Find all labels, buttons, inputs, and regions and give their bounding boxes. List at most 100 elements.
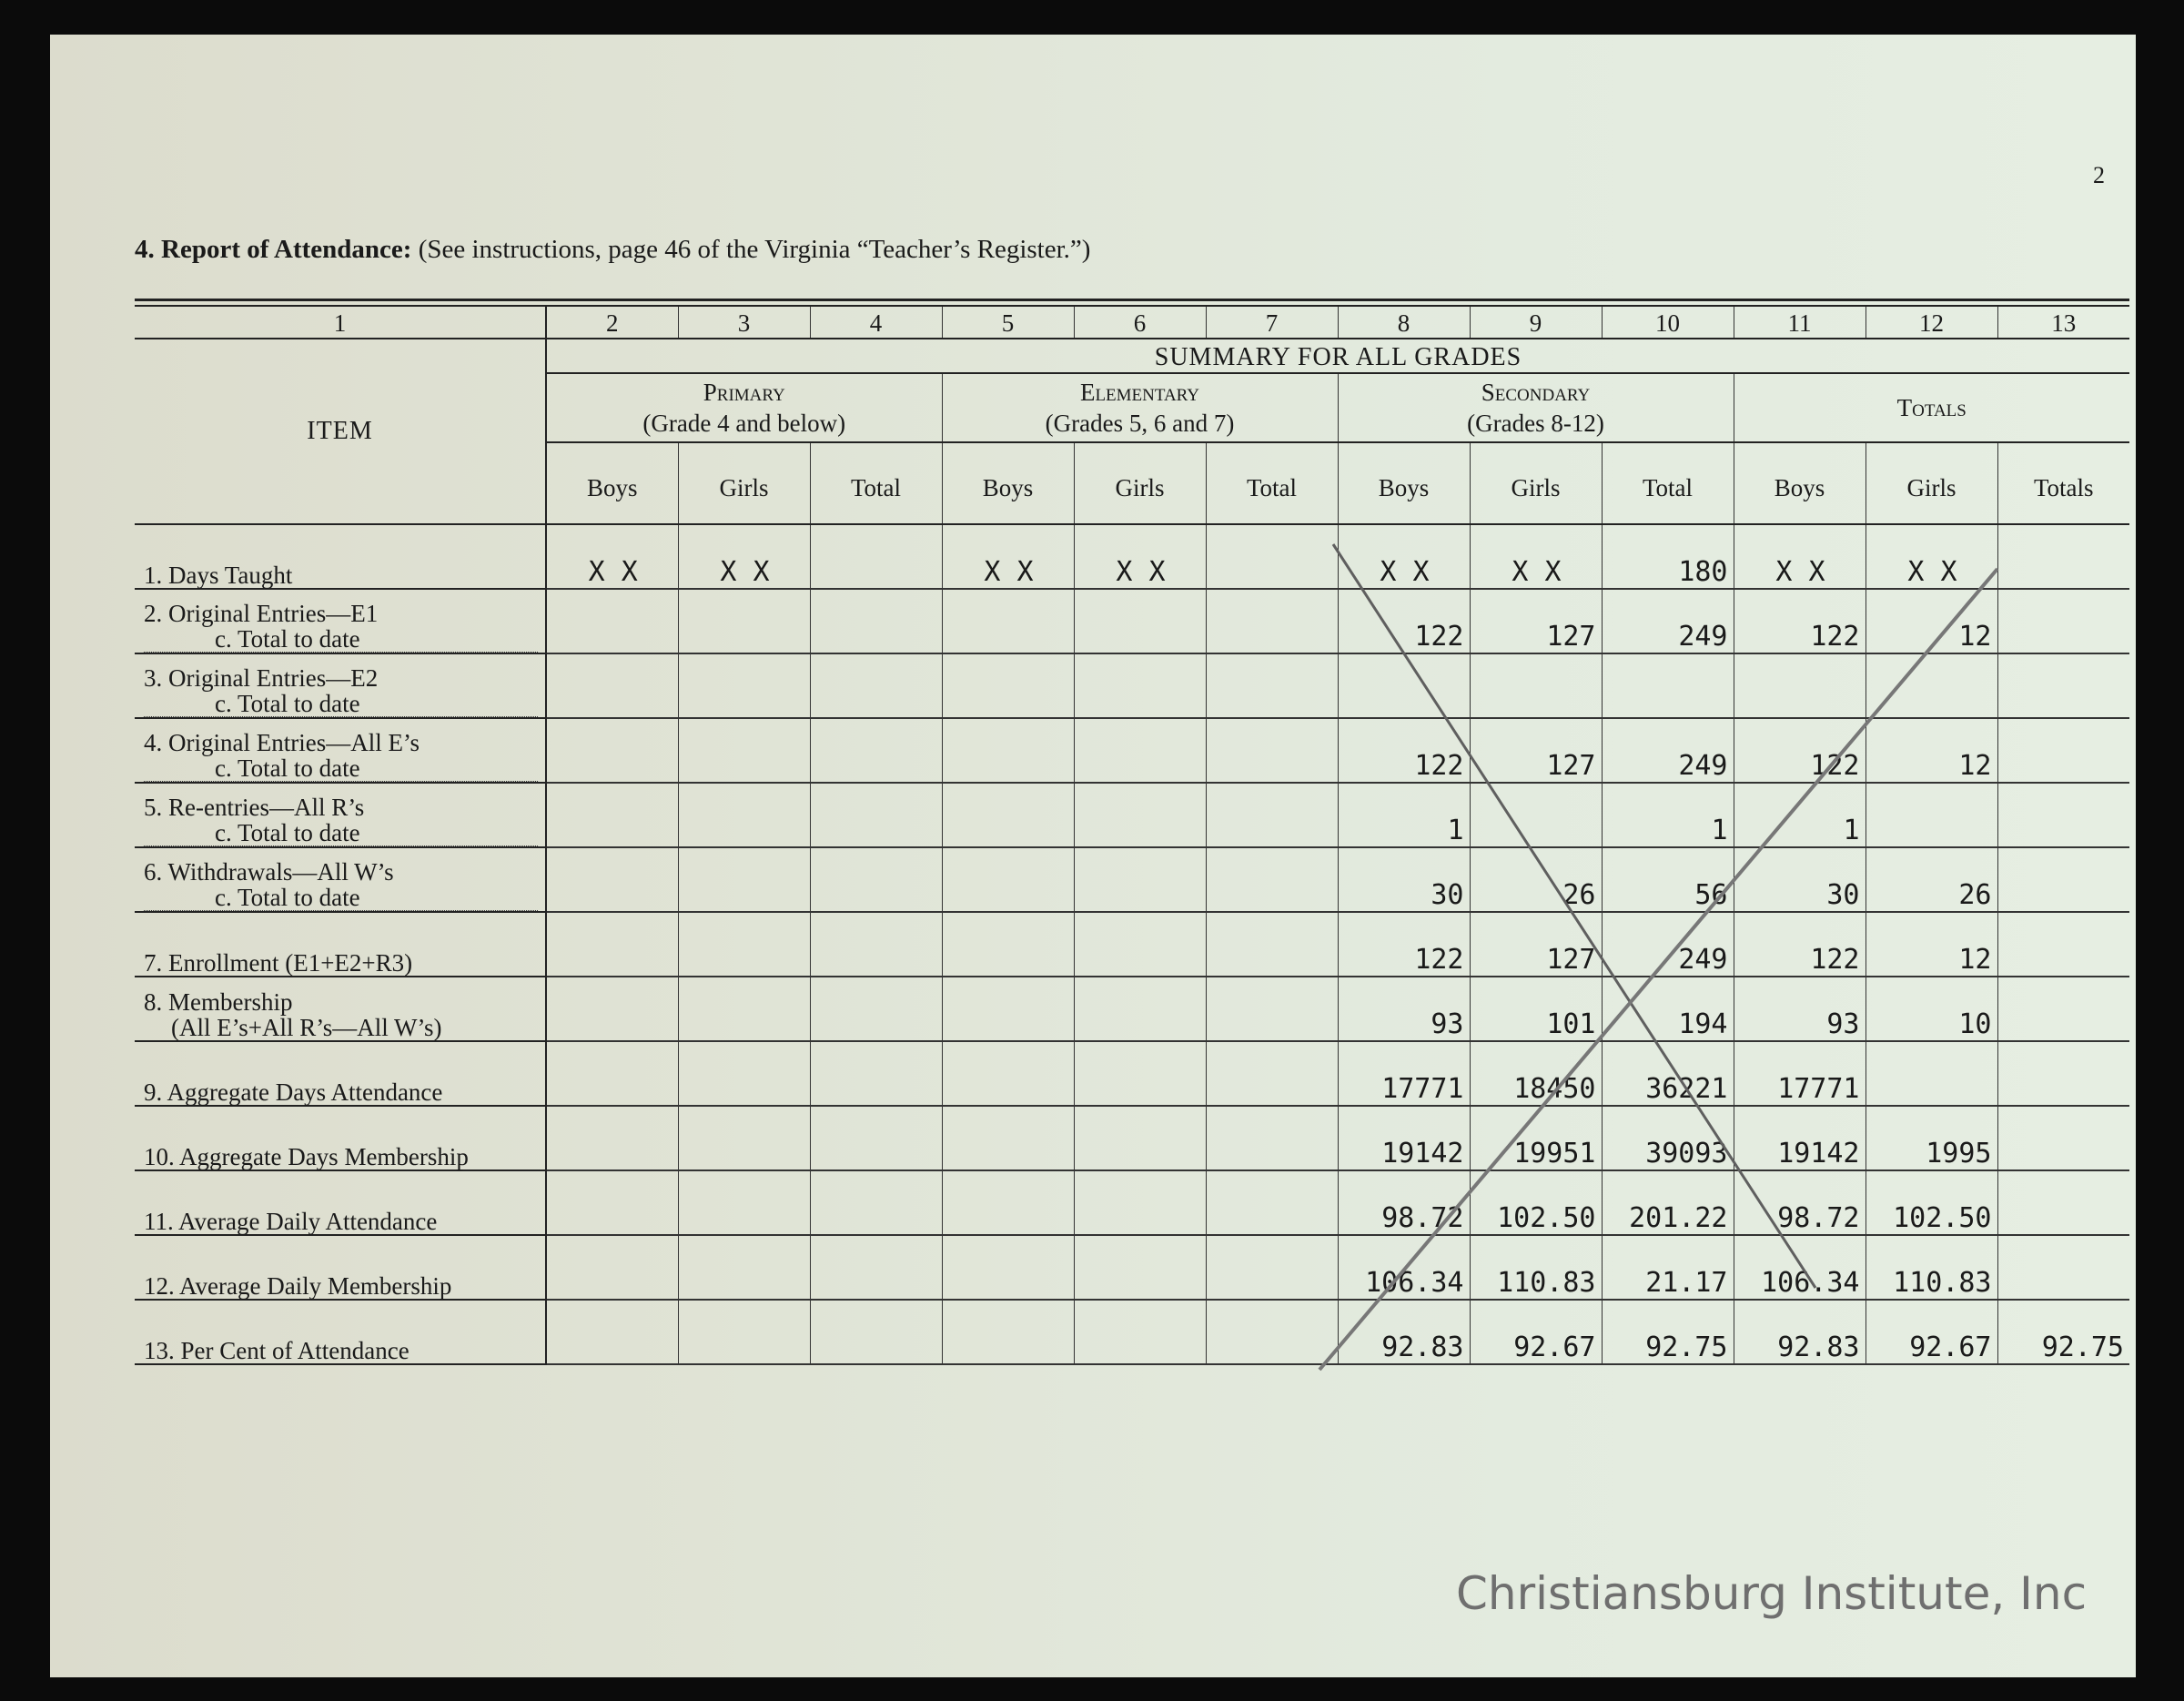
- table-cell: [1205, 1106, 1338, 1171]
- table-cell: [941, 1041, 1074, 1107]
- group-header: Elementary (Grades 5, 6 and 7): [941, 373, 1338, 443]
- group-name: Totals: [1896, 394, 1967, 421]
- table-cell: [1469, 783, 1602, 848]
- table-cell: 127: [1469, 912, 1602, 977]
- table-cell: 249: [1601, 589, 1734, 654]
- heading-bold: 4. Report of Attendance:: [135, 235, 412, 264]
- table-cell: 201.22: [1601, 1170, 1734, 1236]
- table-cell: 110.83: [1469, 1235, 1602, 1301]
- table-cell: [1997, 1106, 2129, 1171]
- table-cell: [545, 1170, 678, 1236]
- table-cell: [1337, 653, 1470, 719]
- table-cell: [545, 653, 678, 719]
- table-cell: [1073, 1235, 1206, 1301]
- column-header: Boys: [941, 442, 1074, 525]
- table-cell: [809, 1041, 942, 1107]
- row-label: 10. Aggregate Days Membership: [135, 1106, 547, 1171]
- row-label: 6. Withdrawals—All W’s c. Total to date: [135, 847, 547, 913]
- table-cell: [1205, 653, 1338, 719]
- attendance-table: 1 2 3 4 5 6 7 8 9 10 11 12 13 ITEM SUMMARY FOR ALL GR…: [135, 299, 2129, 1365]
- table-cell: [1997, 912, 2129, 977]
- table-cell: [1865, 783, 1997, 848]
- table-cell: 110.83: [1865, 1235, 1997, 1301]
- table-cell: 122: [1733, 718, 1866, 784]
- table-cell: X X: [1337, 524, 1470, 590]
- table-row: 11. Average Daily Attendance 98.72 102.50 2…: [135, 1170, 2129, 1236]
- table-cell: 1: [1733, 783, 1866, 848]
- column-header: Boys: [545, 442, 678, 525]
- item-label: 1. Days Taught: [144, 562, 293, 589]
- table-cell: [1073, 1300, 1206, 1365]
- table-cell: [545, 847, 678, 913]
- table-cell: 127: [1469, 589, 1602, 654]
- table-row: 5. Re-entries—All R’s c. Total to date 1 1 1: [135, 783, 2129, 848]
- table-cell: [1073, 1106, 1206, 1171]
- table-cell: [809, 653, 942, 719]
- table-row: 2. Original Entries—E1 c. Total to date 12…: [135, 589, 2129, 654]
- table-cell: 93: [1337, 977, 1470, 1042]
- table-cell: [1205, 524, 1338, 590]
- row-label: 5. Re-entries—All R’s c. Total to date: [135, 783, 547, 848]
- summary-label: SUMMARY FOR ALL GRADES: [546, 338, 2129, 374]
- table-cell: 18450: [1469, 1041, 1602, 1107]
- table-cell: [1865, 653, 1997, 719]
- table-cell: 21.17: [1601, 1235, 1734, 1301]
- table-cell: [1997, 977, 2129, 1042]
- table-cell: 102.50: [1469, 1170, 1602, 1236]
- table-cell: [545, 912, 678, 977]
- table-cell: [677, 1106, 810, 1171]
- group-header: Totals: [1733, 373, 2129, 443]
- table-cell: [1997, 1041, 2129, 1107]
- group-header: Primary (Grade 4 and below): [545, 373, 942, 443]
- table-cell: [1073, 912, 1206, 977]
- table-cell: [677, 653, 810, 719]
- column-number: 13: [1997, 307, 2129, 339]
- table-cell: [677, 1235, 810, 1301]
- table-cell: [1205, 783, 1338, 848]
- item-label: 2. Original Entries—E1: [144, 600, 379, 627]
- group-name: Elementary: [1079, 379, 1200, 406]
- column-number: 1: [135, 307, 547, 339]
- item-header: ITEM: [135, 338, 547, 525]
- table-row: 3. Original Entries—E2 c. Total to date: [135, 653, 2129, 719]
- table-cell: [809, 1106, 942, 1171]
- table-cell: 194: [1601, 977, 1734, 1042]
- table-cell: [809, 589, 942, 654]
- table-cell: 1: [1337, 783, 1470, 848]
- table-cell: 122: [1337, 589, 1470, 654]
- table-cell: [677, 718, 810, 784]
- item-label: 10. Aggregate Days Membership: [144, 1143, 469, 1170]
- table-cell: 92.83: [1733, 1300, 1866, 1365]
- table-cell: [1205, 1170, 1338, 1236]
- table-cell: [1205, 1235, 1338, 1301]
- table-cell: [809, 718, 942, 784]
- column-header: Total: [809, 442, 942, 525]
- table-cell: [1997, 1170, 2129, 1236]
- table-cell: [677, 1300, 810, 1365]
- table-cell: [1073, 653, 1206, 719]
- item-label: 11. Average Daily Attendance: [144, 1208, 438, 1235]
- table-cell: 17771: [1337, 1041, 1470, 1107]
- table-cell: 26: [1469, 847, 1602, 913]
- item-label: 4. Original Entries—All E’s: [144, 729, 420, 756]
- column-header: Girls: [677, 442, 810, 525]
- table-cell: 122: [1337, 912, 1470, 977]
- table-cell: 106.34: [1337, 1235, 1470, 1301]
- row-label: 11. Average Daily Attendance: [135, 1170, 547, 1236]
- table-cell: [809, 912, 942, 977]
- table-cell: [1205, 1300, 1338, 1365]
- item-sublabel: c. Total to date: [144, 626, 538, 653]
- section-heading: 4. Report of Attendance: (See instructio…: [135, 235, 1090, 265]
- table-cell: [1073, 718, 1206, 784]
- column-header: Girls: [1073, 442, 1206, 525]
- item-sublabel: (All E’s+All R’s—All W’s): [171, 1014, 442, 1041]
- table-cell: 1: [1601, 783, 1734, 848]
- group-subtitle: (Grade 4 and below): [642, 410, 846, 437]
- column-number: 11: [1733, 307, 1866, 339]
- table-cell: [1997, 847, 2129, 913]
- table-cell: [545, 977, 678, 1042]
- table-row: 9. Aggregate Days Attendance 17771 18450 36…: [135, 1041, 2129, 1107]
- table-row: 4. Original Entries—All E’s c. Total to d…: [135, 718, 2129, 784]
- table-cell: [677, 1170, 810, 1236]
- table-cell: [1733, 653, 1866, 719]
